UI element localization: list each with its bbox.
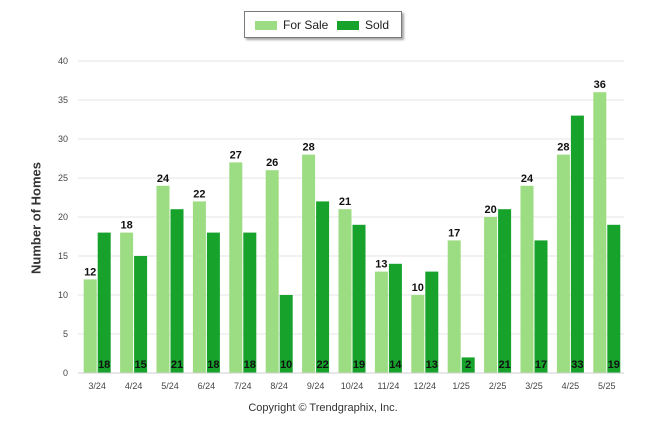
bar-for-sale xyxy=(593,92,607,373)
data-label-sold: 15 xyxy=(134,359,146,371)
data-label-sold: 21 xyxy=(498,359,510,371)
bar-for-sale xyxy=(520,185,534,373)
bar-for-sale xyxy=(120,232,134,373)
y-tick-label: 25 xyxy=(58,173,68,183)
data-label-for-sale: 18 xyxy=(120,220,132,232)
x-axis-ticks: 3/24 4/24 5/24 6/24 7/24 8/24 9/24 10/24 11/24 12… xyxy=(88,381,615,391)
data-label-for-sale: 12 xyxy=(84,266,96,278)
bar-sold xyxy=(97,232,111,373)
legend-label-sold: Sold xyxy=(365,18,390,32)
bar-for-sale xyxy=(556,154,570,373)
x-tick-label: 4/25 xyxy=(562,381,580,391)
data-label-for-sale: 27 xyxy=(230,149,242,161)
x-tick-label: 12/24 xyxy=(414,381,437,391)
y-tick-label: 5 xyxy=(63,329,68,339)
bar-sold xyxy=(352,224,366,373)
x-tick-label: 5/25 xyxy=(598,381,616,391)
data-label-sold: 17 xyxy=(535,359,547,371)
data-label-for-sale: 28 xyxy=(302,142,314,154)
data-label-sold: 10 xyxy=(280,359,292,371)
y-axis-label: Number of Homes xyxy=(28,162,44,274)
y-tick-label: 20 xyxy=(58,212,68,222)
data-label-for-sale: 24 xyxy=(521,173,534,185)
data-label-sold: 19 xyxy=(353,359,365,371)
x-tick-label: 10/24 xyxy=(341,381,364,391)
legend-item-for-sale[interactable]: For Sale xyxy=(255,18,328,32)
data-label-sold: 18 xyxy=(98,359,110,371)
data-label-sold: 21 xyxy=(171,359,183,371)
y-tick-label: 10 xyxy=(58,290,68,300)
x-tick-label: 3/24 xyxy=(88,381,106,391)
bar-for-sale xyxy=(229,162,243,373)
data-label-for-sale: 17 xyxy=(448,227,460,239)
x-tick-label: 2/25 xyxy=(489,381,507,391)
data-label-for-sale: 20 xyxy=(484,204,496,216)
x-tick-label: 3/25 xyxy=(525,381,543,391)
data-label-sold: 2 xyxy=(465,359,471,371)
data-label-sold: 18 xyxy=(244,359,256,371)
x-tick-label: 4/24 xyxy=(125,381,143,391)
x-tick-label: 9/24 xyxy=(307,381,325,391)
legend: For Sale Sold xyxy=(244,11,402,38)
bar-sold xyxy=(316,201,330,373)
y-tick-label: 15 xyxy=(58,251,68,261)
data-label-sold: 19 xyxy=(608,359,620,371)
bars xyxy=(83,92,621,373)
legend-swatch-for-sale xyxy=(255,20,277,30)
bar-sold xyxy=(279,295,293,373)
data-label-sold: 33 xyxy=(571,359,583,371)
data-labels: 12 18 18 15 24 21 22 18 27 18 26 10 28 22 21 19 13 14 10 13… xyxy=(84,79,620,371)
bar-sold xyxy=(243,232,257,373)
bar-for-sale xyxy=(447,240,461,373)
bar-sold xyxy=(607,224,621,373)
bar-sold xyxy=(134,256,148,373)
bar-for-sale xyxy=(192,201,206,373)
data-label-sold: 18 xyxy=(207,359,219,371)
bar-for-sale xyxy=(374,271,388,373)
data-label-for-sale: 36 xyxy=(594,79,606,91)
copyright-text: Copyright © Trendgraphix, Inc. xyxy=(248,402,398,414)
data-label-for-sale: 21 xyxy=(339,196,351,208)
bar-sold xyxy=(206,232,220,373)
data-label-for-sale: 26 xyxy=(266,157,278,169)
x-tick-label: 7/24 xyxy=(234,381,252,391)
data-label-for-sale: 28 xyxy=(557,142,569,154)
bar-for-sale xyxy=(302,154,316,373)
data-label-sold: 14 xyxy=(389,359,402,371)
bar-sold xyxy=(570,115,584,373)
data-label-for-sale: 13 xyxy=(375,259,387,271)
bar-for-sale xyxy=(411,295,425,373)
bar-sold xyxy=(534,240,548,373)
y-tick-label: 35 xyxy=(58,95,68,105)
y-axis-ticks: 0 5 10 15 20 25 30 35 40 xyxy=(58,56,68,378)
x-tick-label: 11/24 xyxy=(377,381,399,391)
bar-for-sale xyxy=(265,170,279,373)
bar-sold xyxy=(388,263,402,373)
x-tick-label: 8/24 xyxy=(270,381,288,391)
y-tick-label: 0 xyxy=(63,368,68,378)
bar-for-sale xyxy=(156,185,170,373)
legend-item-sold[interactable]: Sold xyxy=(337,18,389,32)
data-label-for-sale: 24 xyxy=(157,173,170,185)
data-label-for-sale: 22 xyxy=(193,188,205,200)
data-label-sold: 22 xyxy=(316,359,328,371)
x-tick-label: 6/24 xyxy=(198,381,216,391)
bar-for-sale xyxy=(484,217,498,373)
data-label-for-sale: 10 xyxy=(412,282,424,294)
bar-sold xyxy=(498,209,512,373)
bar-for-sale xyxy=(338,209,352,373)
legend-label-for-sale: For Sale xyxy=(283,18,329,32)
bar-sold xyxy=(170,209,184,373)
y-tick-label: 40 xyxy=(58,56,68,66)
bar-for-sale xyxy=(83,279,97,373)
bar-sold xyxy=(425,271,439,373)
x-tick-label: 1/25 xyxy=(452,381,470,391)
y-tick-label: 30 xyxy=(58,134,68,144)
legend-swatch-sold xyxy=(337,20,359,30)
bar-sold xyxy=(461,357,475,373)
x-tick-label: 5/24 xyxy=(161,381,179,391)
data-label-sold: 13 xyxy=(426,359,438,371)
